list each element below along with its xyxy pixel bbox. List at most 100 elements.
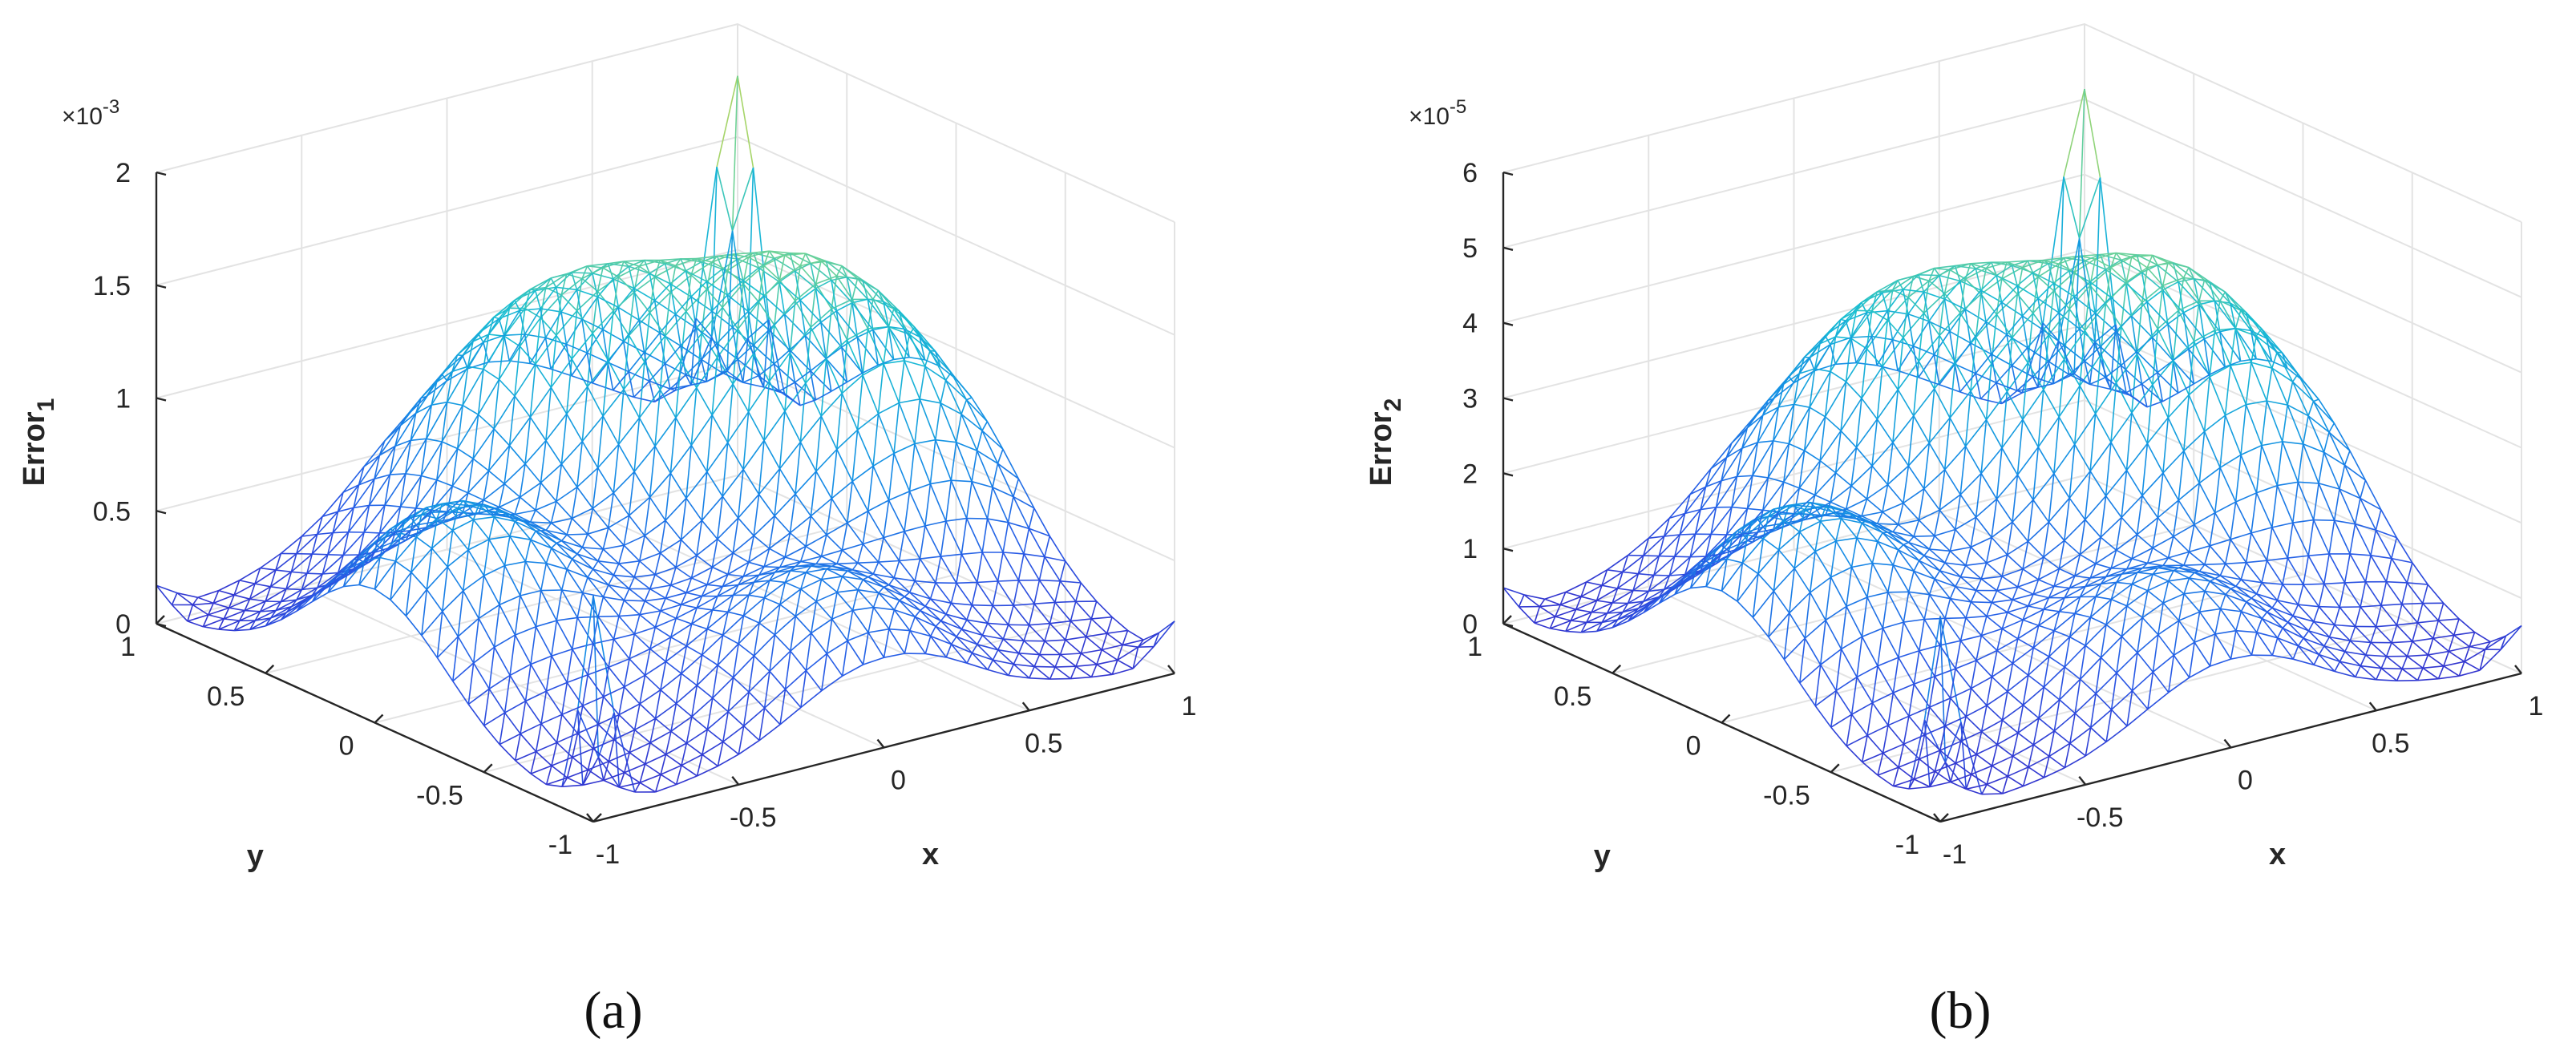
mesh-edge xyxy=(977,580,998,584)
mesh-edge xyxy=(1700,507,1717,511)
mesh-edge xyxy=(1830,338,1852,372)
mesh-edge xyxy=(2111,690,2133,710)
mesh-edge xyxy=(1934,265,1955,269)
mesh-edge xyxy=(1991,536,2008,556)
mesh-edge xyxy=(451,511,459,519)
mesh-edge xyxy=(2230,539,2247,564)
mesh-edge xyxy=(971,604,989,624)
mesh-edge xyxy=(2240,455,2258,494)
mesh-edge xyxy=(747,411,765,441)
mesh-edge xyxy=(624,686,641,705)
mesh-edge xyxy=(2443,665,2460,677)
mesh-edge xyxy=(1737,530,1743,535)
mesh-edge xyxy=(576,487,593,509)
mesh-edge xyxy=(1768,591,1775,637)
mesh-edge xyxy=(2053,611,2060,631)
mesh-edge xyxy=(2027,362,2044,390)
mesh-edge xyxy=(1632,573,1640,591)
mesh-edge xyxy=(374,557,381,590)
mesh-edge xyxy=(903,329,910,358)
mesh-edge xyxy=(1710,457,1727,470)
mesh-edge xyxy=(1882,502,1904,513)
mesh-edge xyxy=(836,301,853,312)
mesh-edge xyxy=(321,491,344,517)
mesh-edge xyxy=(1788,513,1795,525)
mesh-edge xyxy=(690,387,698,446)
mesh-edge xyxy=(685,270,692,297)
x-tick-mark xyxy=(1167,665,1175,674)
mesh-edge xyxy=(560,311,583,321)
mesh-edge xyxy=(1980,275,1997,291)
mesh-edge xyxy=(862,579,880,594)
mesh-edge xyxy=(2038,699,2060,719)
mesh-edge xyxy=(597,712,615,758)
mesh-edge xyxy=(550,277,557,288)
mesh-edge xyxy=(275,553,297,571)
mesh-edge xyxy=(2297,443,2304,483)
mesh-edge xyxy=(1949,529,1956,552)
mesh-edge xyxy=(1850,537,1858,568)
mesh-edge xyxy=(2370,555,2392,560)
mesh-edge xyxy=(2053,443,2076,475)
mesh-edge xyxy=(1970,590,1977,603)
mesh-edge xyxy=(2292,482,2299,523)
mesh-edge xyxy=(2100,516,2122,538)
mesh-edge xyxy=(1907,280,1930,298)
mesh-edge xyxy=(726,230,734,372)
mesh-edge xyxy=(2152,547,2169,559)
mesh-edge xyxy=(1945,616,1967,620)
mesh-edge xyxy=(1814,344,1831,371)
mesh-edge xyxy=(1596,619,1619,633)
mesh-edge xyxy=(659,389,677,418)
mesh-edge xyxy=(442,566,448,612)
mesh-edge xyxy=(535,363,552,388)
mesh-edge xyxy=(1835,518,1842,542)
mesh-edge xyxy=(2209,545,2226,564)
mesh-edge xyxy=(847,640,864,665)
mesh-edge xyxy=(2230,588,2252,599)
mesh-edge xyxy=(1923,719,1947,763)
mesh-edge xyxy=(1949,331,1955,365)
mesh-edge xyxy=(1102,644,1123,651)
mesh-edge xyxy=(2006,334,2013,366)
mesh-edge xyxy=(228,598,250,608)
mesh-edge xyxy=(821,576,843,580)
mesh-edge xyxy=(1044,641,1062,656)
mesh-edge xyxy=(1762,519,1785,540)
mesh-edge xyxy=(530,626,537,665)
mesh-edge xyxy=(2136,254,2158,266)
mesh-edge xyxy=(2048,636,2071,657)
mesh-edge xyxy=(1913,758,1920,780)
mesh-edge xyxy=(509,360,531,365)
mesh-edge xyxy=(654,718,672,732)
mesh-edge xyxy=(899,596,905,601)
mesh-edge xyxy=(1679,513,1686,536)
mesh-edge xyxy=(378,506,402,534)
exponent-base: ×10 xyxy=(1409,103,1450,130)
mesh-edge xyxy=(2333,519,2351,555)
mesh-edge xyxy=(981,518,989,553)
mesh-edge xyxy=(233,580,241,596)
mesh-edge xyxy=(634,626,656,635)
mesh-edge xyxy=(2043,608,2060,612)
mesh-edge xyxy=(1023,625,1030,641)
mesh-edge xyxy=(1106,616,1113,634)
mesh-edge xyxy=(488,647,495,689)
mesh-edge xyxy=(1746,475,1753,509)
mesh-edge xyxy=(2188,394,2206,432)
mesh-edge xyxy=(774,515,791,534)
mesh-edge xyxy=(2007,605,2028,613)
mesh-edge xyxy=(592,724,600,750)
mesh-edge xyxy=(1918,274,1939,277)
mesh-edge xyxy=(763,556,786,568)
mesh-edge xyxy=(2178,281,2185,313)
mesh-edge xyxy=(763,295,786,315)
mesh-edge xyxy=(1777,482,1785,512)
mesh-edge xyxy=(2022,541,2029,569)
mesh-edge xyxy=(2094,297,2112,313)
mesh-edge xyxy=(249,583,256,600)
mesh-edge xyxy=(1830,337,1851,346)
mesh-edge xyxy=(462,404,479,415)
mesh-edge xyxy=(608,515,630,528)
mesh-edge xyxy=(462,342,484,357)
